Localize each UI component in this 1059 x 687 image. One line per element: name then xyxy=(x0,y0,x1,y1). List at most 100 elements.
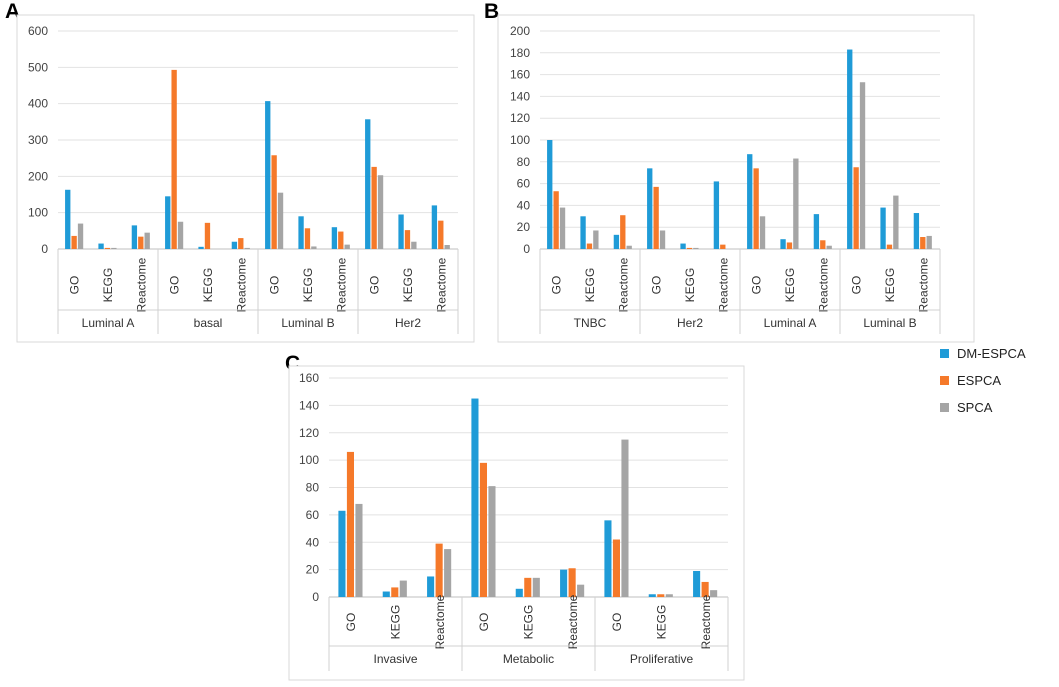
chart-b-ytick-label: 200 xyxy=(510,24,530,38)
bar-b-luminal-b-kegg-espca xyxy=(886,244,893,249)
bar-b-luminal-a-kegg-dm-espca xyxy=(780,239,786,249)
bar-a-basal-reactome-dm-espca xyxy=(231,241,238,249)
bar-b-tnbc-go-espca xyxy=(553,191,559,249)
chart-c-category-label: KEGG xyxy=(522,605,536,640)
chart-b-category-label: KEGG xyxy=(583,268,597,303)
chart-b-ytick-label: 140 xyxy=(510,89,530,103)
legend-label-spca: SPCA xyxy=(957,400,993,415)
bar-c-metabolic-reactome-dm-espca xyxy=(560,569,568,598)
bar-b-luminal-b-kegg-spca xyxy=(893,195,899,249)
chart-b-category-label: KEGG xyxy=(783,268,797,303)
chart-c-category-label: KEGG xyxy=(389,605,403,640)
bar-c-metabolic-reactome-espca xyxy=(568,568,576,597)
bar-c-metabolic-go-espca xyxy=(479,462,487,597)
bar-b-her2-kegg-espca xyxy=(686,247,693,249)
chart-c-category-label: KEGG xyxy=(655,605,669,640)
chart-a-category-label: KEGG xyxy=(401,268,415,303)
legend: DM-ESPCA ESPCA SPCA xyxy=(940,340,1026,421)
bar-a-her2-go-spca xyxy=(377,175,384,249)
panel-label-a: A xyxy=(5,0,21,23)
chart-c-ytick-label: 120 xyxy=(299,426,319,440)
chart-b-category-label: GO xyxy=(550,276,564,295)
bar-a-her2-reactome-dm-espca xyxy=(431,205,438,249)
bar-a-luminal-a-reactome-dm-espca xyxy=(131,225,138,249)
chart-b-frame xyxy=(497,14,975,343)
bar-b-tnbc-reactome-espca xyxy=(620,215,626,249)
chart-b-group-label-tnbc: TNBC xyxy=(574,316,607,330)
chart-c-category-label: GO xyxy=(344,613,358,632)
bar-a-luminal-b-reactome-espca xyxy=(338,231,344,249)
chart-b-ytick-label: 160 xyxy=(510,68,530,82)
chart-c-category-label: Reactome xyxy=(699,594,713,649)
chart-c-frame xyxy=(288,365,745,681)
chart-a-ytick-label: 600 xyxy=(28,24,48,38)
bar-c-invasive-go-dm-espca xyxy=(338,510,346,597)
bar-b-luminal-a-reactome-dm-espca xyxy=(813,214,820,249)
chart-a-ytick-label: 300 xyxy=(28,133,48,147)
chart-a-category-label: GO xyxy=(68,276,82,295)
bar-c-proliferative-go-espca xyxy=(612,539,620,597)
bar-c-metabolic-kegg-espca xyxy=(524,577,532,597)
chart-b-category-label: Reactome xyxy=(616,257,630,312)
bar-a-her2-kegg-espca xyxy=(404,230,411,249)
bar-a-her2-kegg-spca xyxy=(411,241,417,249)
chart-c-ytick-label: 100 xyxy=(299,453,319,467)
chart-c-ytick-label: 140 xyxy=(299,398,319,412)
chart-b-category-label: KEGG xyxy=(883,268,897,303)
bar-c-metabolic-kegg-spca xyxy=(532,577,540,597)
chart-b-category-label: Reactome xyxy=(816,257,830,312)
chart-a-ytick-label: 100 xyxy=(28,206,48,220)
chart-b-group-label-luminal-a: Luminal A xyxy=(764,316,817,330)
bar-b-luminal-a-reactome-spca xyxy=(826,245,832,249)
chart-a-category-label: GO xyxy=(368,276,382,295)
chart-a-category-label: KEGG xyxy=(301,268,315,303)
bar-b-luminal-a-go-espca xyxy=(753,168,759,249)
chart-b-ytick-label: 80 xyxy=(517,155,531,169)
bar-a-luminal-a-kegg-dm-espca xyxy=(98,243,104,249)
chart-a-ytick-label: 0 xyxy=(41,242,48,256)
bar-a-basal-go-spca xyxy=(177,221,184,249)
chart-c-ytick-label: 60 xyxy=(306,508,320,522)
chart-b-category-label: GO xyxy=(750,276,764,295)
bar-c-metabolic-go-dm-espca xyxy=(471,398,479,597)
chart-b-category-label: Reactome xyxy=(716,257,730,312)
legend-label-espca: ESPCA xyxy=(957,373,1002,388)
chart-a-group-label-luminal-b: Luminal B xyxy=(281,316,334,330)
legend-item-dm-espca: DM-ESPCA xyxy=(940,340,1026,367)
chart-b-ytick-label: 60 xyxy=(517,177,531,191)
bar-a-luminal-b-reactome-spca xyxy=(344,244,350,249)
bar-a-luminal-a-go-espca xyxy=(71,235,77,249)
chart-b-category-label: Reactome xyxy=(916,257,930,312)
chart-b-ytick-label: 120 xyxy=(510,111,530,125)
bar-a-luminal-b-go-dm-espca xyxy=(265,101,271,250)
bar-b-tnbc-kegg-spca xyxy=(593,230,599,249)
bar-a-her2-go-espca xyxy=(371,166,377,249)
bar-a-luminal-b-kegg-espca xyxy=(304,228,311,249)
bar-b-tnbc-go-dm-espca xyxy=(547,140,553,249)
chart-c-ytick-label: 20 xyxy=(306,563,320,577)
bar-c-invasive-kegg-dm-espca xyxy=(382,591,390,597)
bar-c-proliferative-reactome-espca xyxy=(701,581,709,597)
bar-a-luminal-b-go-espca xyxy=(271,155,277,249)
bar-a-luminal-b-kegg-spca xyxy=(311,246,317,249)
chart-a-group-label-luminal-a: Luminal A xyxy=(82,316,135,330)
legend-item-espca: ESPCA xyxy=(940,367,1026,394)
chart-c-category-label: Reactome xyxy=(433,594,447,649)
chart-c-group-label-metabolic: Metabolic xyxy=(503,652,554,666)
chart-b-ytick-label: 100 xyxy=(510,133,530,147)
legend-label-dm-espca: DM-ESPCA xyxy=(957,346,1026,361)
chart-b-category-label: GO xyxy=(650,276,664,295)
bar-a-luminal-a-reactome-spca xyxy=(144,232,150,249)
bar-b-luminal-a-kegg-spca xyxy=(793,158,799,249)
bar-c-metabolic-kegg-dm-espca xyxy=(515,588,523,597)
bar-b-luminal-a-kegg-espca xyxy=(786,242,793,249)
bar-a-luminal-a-go-spca xyxy=(77,223,84,249)
bar-a-basal-kegg-espca xyxy=(204,222,211,249)
bar-b-her2-kegg-spca xyxy=(693,247,699,249)
bar-a-her2-kegg-dm-espca xyxy=(398,214,404,249)
legend-item-spca: SPCA xyxy=(940,394,1026,421)
chart-c-category-label: GO xyxy=(477,613,491,632)
bar-b-her2-go-dm-espca xyxy=(647,168,653,249)
bar-c-invasive-go-spca xyxy=(355,503,363,597)
